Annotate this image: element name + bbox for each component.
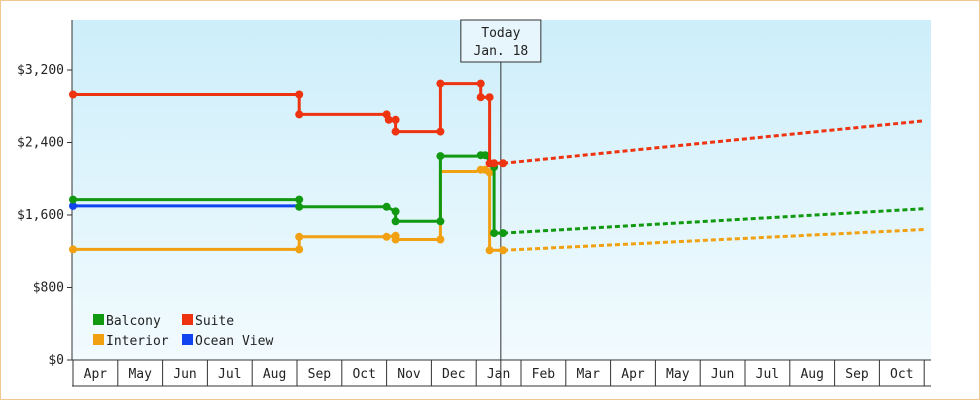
legend-item-ocean-view[interactable]: Ocean View [182, 334, 273, 349]
data-point[interactable] [490, 159, 499, 168]
data-point[interactable] [69, 195, 77, 204]
data-point[interactable] [436, 152, 445, 161]
data-point[interactable] [391, 217, 400, 226]
x-tick-label: Nov [397, 367, 421, 382]
legend-label: Suite [195, 314, 234, 329]
x-tick-label: Oct [890, 367, 913, 382]
today-box [460, 19, 542, 63]
data-point[interactable] [436, 235, 445, 244]
forecast-line [502, 119, 925, 165]
x-tick-label: Jul [218, 367, 241, 382]
data-point[interactable] [485, 168, 494, 177]
y-tick-label: $800 [33, 281, 64, 296]
data-point[interactable] [382, 232, 391, 241]
today-date: Jan. 18 [473, 44, 528, 59]
legend-swatch [182, 334, 193, 345]
today-label: Today [481, 26, 520, 41]
y-tick-label: $3,200 [17, 63, 64, 78]
legend-item-interior[interactable]: Interior [93, 334, 169, 349]
x-tick-label: Jun [711, 367, 734, 382]
data-point[interactable] [391, 207, 400, 216]
data-point[interactable] [436, 127, 445, 136]
x-tick-label: Apr [621, 367, 645, 382]
legend-item-balcony[interactable]: Balcony [93, 314, 161, 329]
data-point[interactable] [69, 245, 77, 254]
data-point[interactable] [499, 159, 508, 168]
data-point[interactable] [295, 195, 304, 204]
legend-swatch [182, 314, 193, 325]
data-point[interactable] [481, 151, 490, 160]
x-tick-label: Mar [576, 367, 600, 382]
data-point[interactable] [384, 115, 393, 124]
x-tick-label: Jan [487, 367, 510, 382]
plot-background [72, 20, 931, 360]
data-point[interactable] [485, 246, 494, 255]
data-point[interactable] [295, 90, 304, 99]
x-tick-label: Sep [308, 367, 332, 382]
x-tick-label: Dec [442, 367, 465, 382]
legend-label: Ocean View [195, 334, 273, 349]
y-tick-label: $0 [48, 353, 64, 368]
data-point[interactable] [295, 110, 304, 119]
x-axis: Apr May Jun Jul Aug Sep Oct Nov Dec Jan Feb Mar Apr M… [72, 359, 931, 387]
data-point[interactable] [295, 245, 304, 254]
x-tick-label: May [128, 367, 152, 382]
x-tick-label: Apr [84, 367, 108, 382]
data-point[interactable] [295, 232, 304, 241]
x-tick-label: Jun [173, 367, 196, 382]
legend-label: Balcony [106, 314, 161, 329]
legend-label: Interior [106, 334, 169, 349]
y-axis: $0 $800 $1,600 $2,400 $3,200 [17, 20, 73, 368]
data-point[interactable] [485, 93, 494, 102]
x-tick-label: Sep [845, 367, 869, 382]
y-tick-label: $2,400 [17, 136, 64, 151]
series-ocean-view [69, 201, 300, 210]
forecast-line [503, 228, 925, 252]
data-point[interactable] [69, 90, 77, 99]
series-suite [69, 79, 925, 168]
data-point[interactable] [499, 229, 508, 238]
data-point[interactable] [382, 202, 391, 211]
x-tick-label: Aug [263, 367, 286, 382]
legend-swatch [93, 334, 104, 345]
data-point[interactable] [391, 127, 400, 136]
x-tick-label: Jul [756, 367, 779, 382]
data-point[interactable] [436, 79, 445, 88]
series-lines [69, 79, 925, 255]
today-marker: Today Jan. 18 [460, 19, 542, 386]
legend: Balcony Suite Interior Ocean View [93, 314, 273, 349]
data-point[interactable] [476, 93, 485, 102]
x-tick-label: Aug [800, 367, 823, 382]
data-point[interactable] [295, 202, 304, 211]
y-tick-label: $1,600 [17, 208, 64, 223]
forecast-line [503, 207, 925, 235]
x-tick-label: Oct [352, 367, 375, 382]
x-tick-label: May [666, 367, 690, 382]
data-point[interactable] [499, 246, 508, 255]
x-tick-label: Feb [532, 367, 556, 382]
data-point[interactable] [391, 115, 400, 124]
data-point[interactable] [391, 235, 400, 244]
data-point[interactable] [490, 229, 499, 238]
data-point[interactable] [69, 201, 77, 210]
data-point[interactable] [436, 217, 445, 226]
data-point[interactable] [476, 79, 485, 88]
legend-swatch [93, 314, 104, 325]
legend-item-suite[interactable]: Suite [182, 314, 234, 329]
